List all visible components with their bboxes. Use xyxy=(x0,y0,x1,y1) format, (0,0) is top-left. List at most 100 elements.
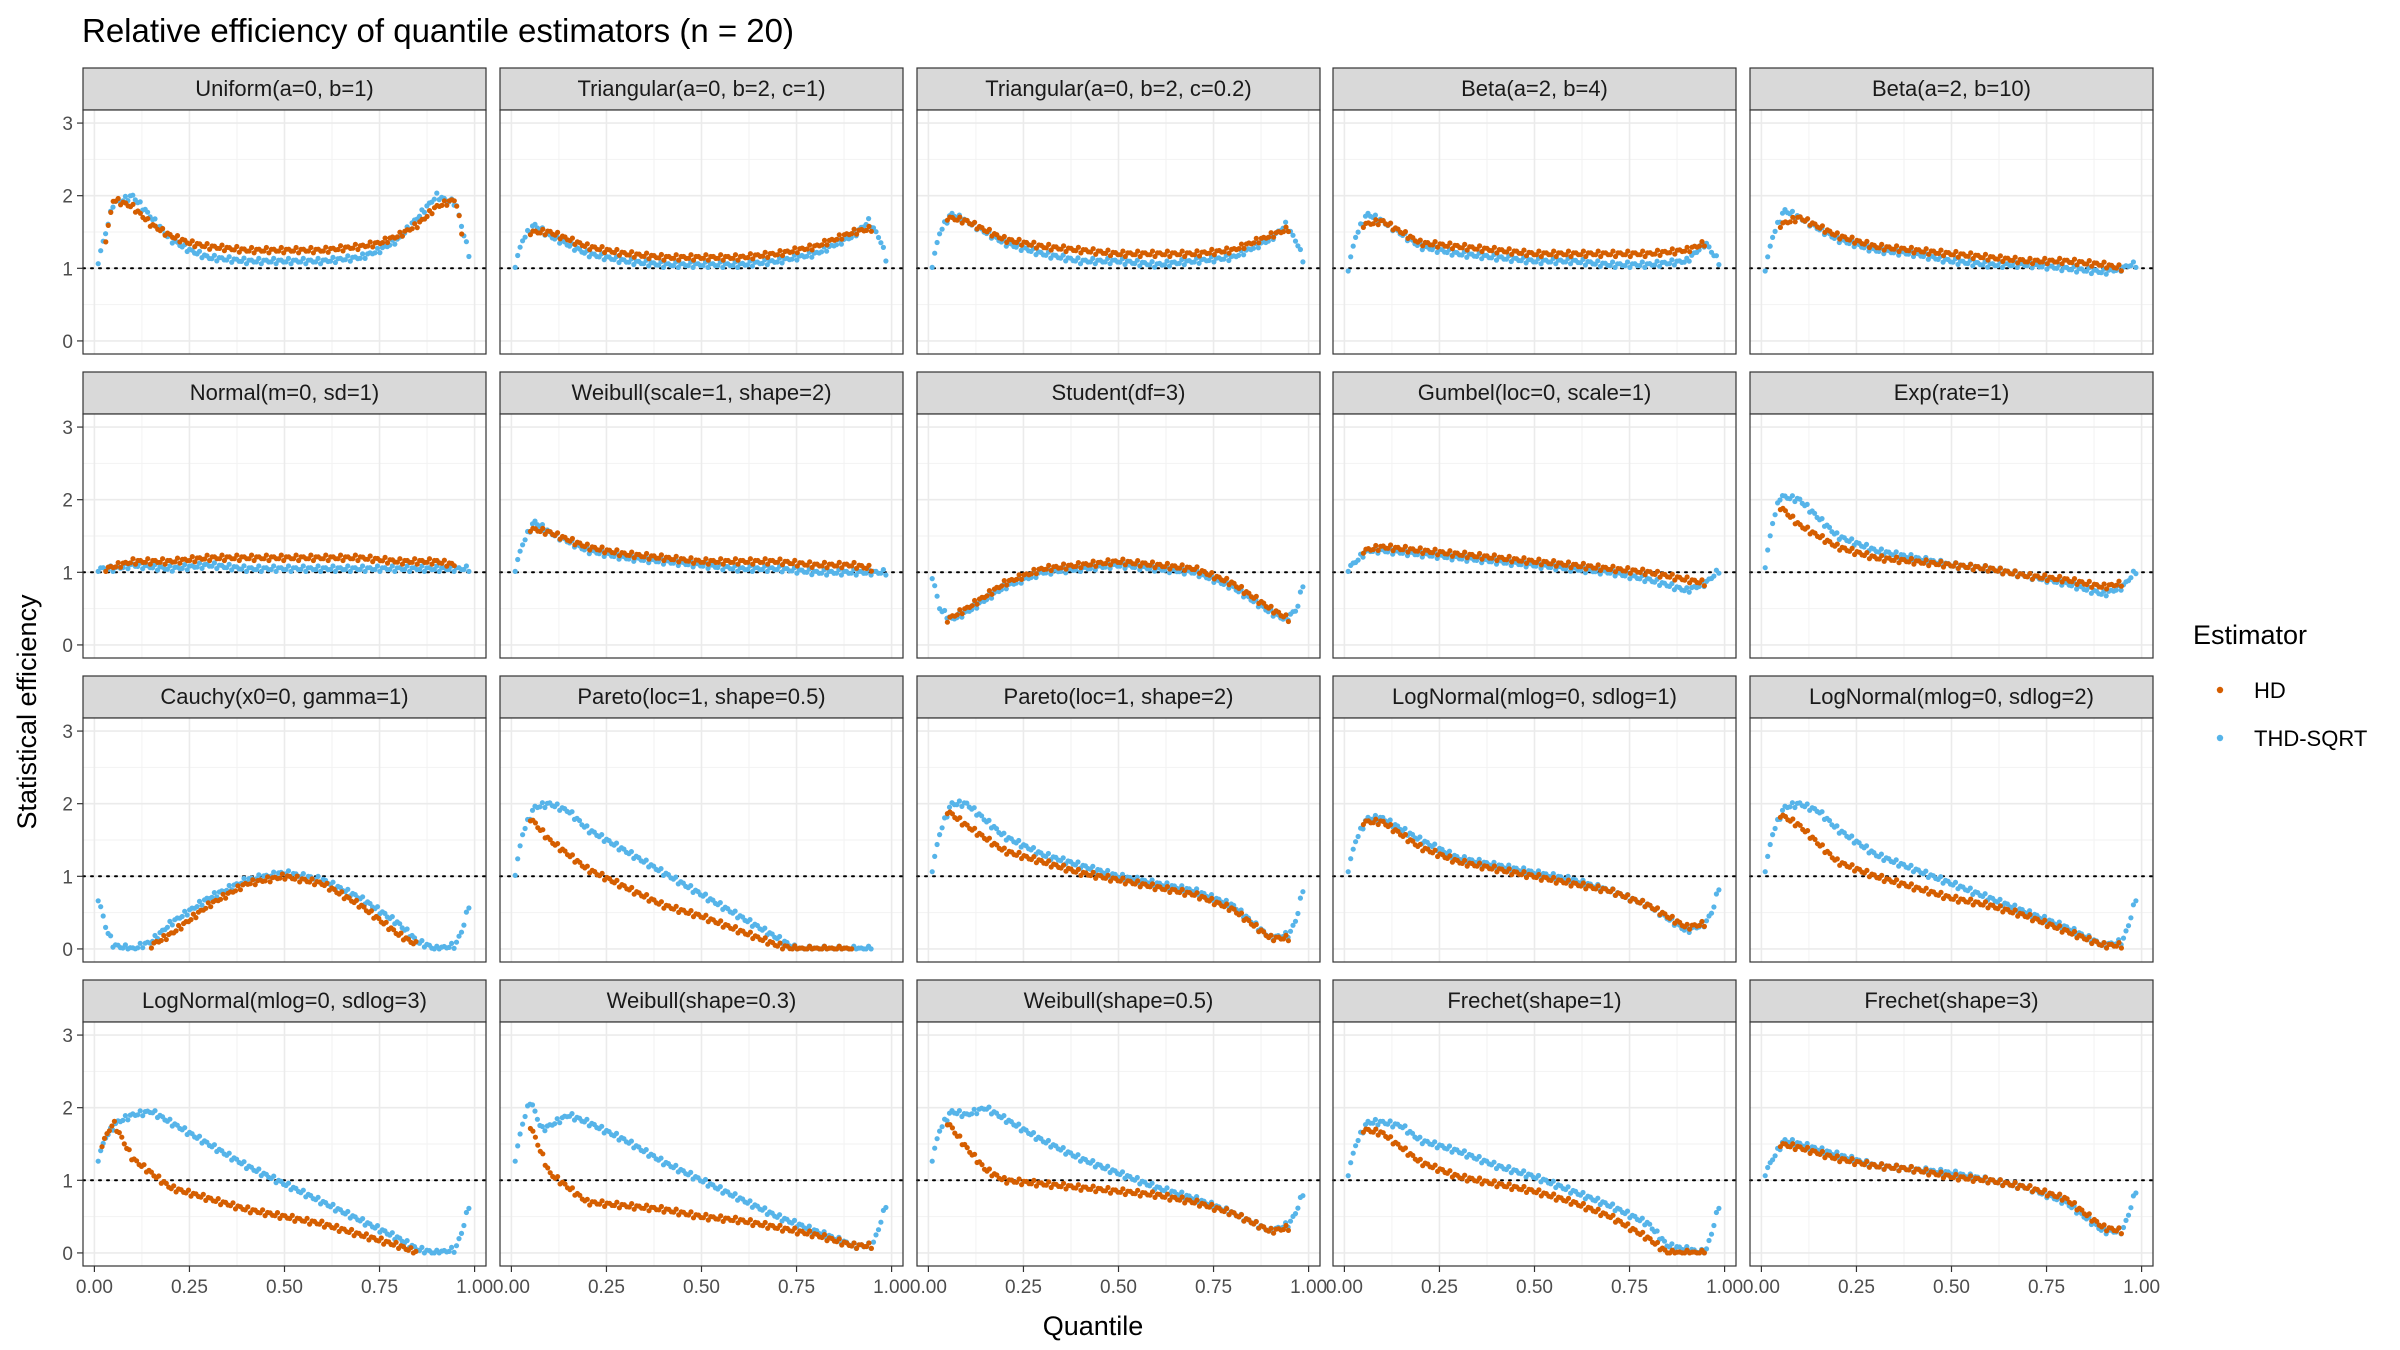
data-point xyxy=(1255,245,1261,251)
data-point xyxy=(338,552,344,558)
data-point xyxy=(392,241,398,247)
data-point xyxy=(1706,244,1712,250)
data-point xyxy=(688,555,694,561)
data-point xyxy=(352,552,358,558)
data-point xyxy=(1682,248,1688,254)
data-point xyxy=(1640,566,1646,572)
data-point xyxy=(1792,804,1798,811)
data-point xyxy=(126,1147,132,1153)
data-point xyxy=(932,250,938,256)
data-point xyxy=(1209,246,1215,252)
data-point xyxy=(703,252,709,258)
data-point xyxy=(103,239,109,245)
data-point xyxy=(520,542,526,548)
data-point xyxy=(2042,572,2048,578)
data-point xyxy=(426,556,433,562)
data-point xyxy=(2101,259,2107,265)
data-point xyxy=(628,849,635,855)
data-point xyxy=(1595,258,1601,264)
data-point xyxy=(1716,570,1722,576)
data-point xyxy=(1894,554,1900,560)
data-point xyxy=(1982,563,1989,569)
data-point xyxy=(1191,252,1198,258)
data-point xyxy=(993,826,1000,832)
series-hd xyxy=(944,214,1291,260)
data-point xyxy=(1360,554,1366,560)
data-point xyxy=(868,946,874,952)
data-point xyxy=(1285,228,1291,235)
panel-border xyxy=(82,109,487,355)
data-point xyxy=(1703,918,1710,924)
facet-label: Weibull(scale=1, shape=2) xyxy=(571,380,831,405)
data-point xyxy=(1968,561,1974,567)
data-point xyxy=(1696,922,1703,929)
data-point xyxy=(1417,834,1423,840)
data-point xyxy=(1595,248,1601,254)
data-point xyxy=(196,560,203,566)
data-point xyxy=(98,904,104,910)
data-point xyxy=(1373,217,1379,223)
data-point xyxy=(984,593,990,599)
data-point xyxy=(1669,581,1675,587)
data-point xyxy=(732,252,739,258)
data-point xyxy=(413,939,419,945)
data-point xyxy=(380,240,386,246)
data-point xyxy=(539,522,546,528)
data-point xyxy=(972,219,978,225)
data-point xyxy=(300,1187,306,1193)
data-point xyxy=(115,195,121,202)
data-point xyxy=(1864,550,1870,556)
data-point xyxy=(569,535,576,542)
data-point xyxy=(1300,889,1306,895)
data-point xyxy=(466,568,472,575)
panel-border xyxy=(1749,413,2154,659)
data-point xyxy=(1164,884,1170,890)
data-point xyxy=(99,1144,105,1150)
data-point xyxy=(122,942,128,948)
data-point xyxy=(532,820,539,826)
facet-label: Pareto(loc=1, shape=0.5) xyxy=(577,684,825,709)
data-point xyxy=(137,199,143,205)
data-point xyxy=(989,591,995,597)
data-point xyxy=(1804,501,1810,507)
data-point xyxy=(1580,880,1586,886)
data-point xyxy=(1797,496,1803,502)
data-point xyxy=(137,210,143,216)
data-point xyxy=(352,241,358,247)
data-point xyxy=(105,222,111,228)
data-point xyxy=(113,564,119,570)
data-point xyxy=(1863,541,1870,548)
data-point xyxy=(789,249,796,255)
facet-label: Pareto(loc=1, shape=2) xyxy=(1004,684,1234,709)
data-point xyxy=(324,880,330,887)
data-point xyxy=(451,1249,457,1255)
data-point xyxy=(137,940,143,946)
data-point xyxy=(463,563,469,569)
data-point xyxy=(1767,533,1773,539)
data-point xyxy=(285,1180,292,1186)
data-point xyxy=(688,908,694,914)
data-point xyxy=(934,593,940,599)
data-point xyxy=(868,568,875,574)
panel-border xyxy=(1749,109,2154,355)
facet-strip xyxy=(1332,371,1737,415)
data-point xyxy=(148,945,154,951)
data-point xyxy=(362,255,368,261)
data-point xyxy=(1968,250,1974,256)
data-point xyxy=(194,564,200,570)
data-point xyxy=(1684,574,1690,580)
data-point xyxy=(449,1244,455,1250)
data-point xyxy=(2027,908,2033,914)
data-point xyxy=(192,559,198,565)
data-point xyxy=(185,1187,192,1193)
data-point xyxy=(98,248,104,254)
data-point xyxy=(365,243,371,249)
data-point xyxy=(199,565,205,572)
series-thd-sqrt xyxy=(95,190,472,267)
data-point xyxy=(1595,562,1601,568)
panel-border xyxy=(82,717,487,963)
data-point xyxy=(169,922,175,928)
data-point xyxy=(1462,241,1468,247)
data-point xyxy=(1060,252,1066,258)
